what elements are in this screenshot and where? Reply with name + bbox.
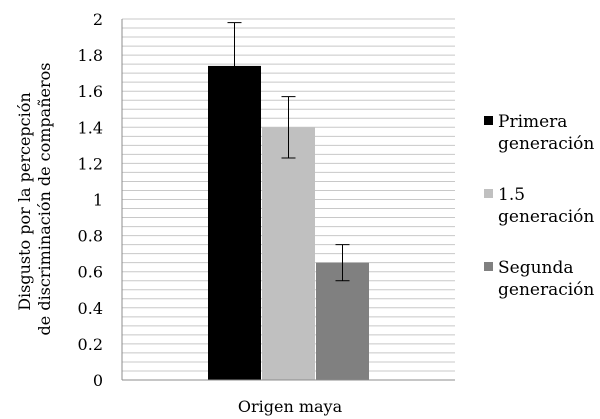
bar — [316, 262, 369, 380]
y-tick-label: 0 — [93, 371, 103, 390]
legend-swatch — [484, 262, 493, 271]
x-axis-title: Origen maya — [238, 397, 343, 416]
y-tick-label: 0.4 — [78, 299, 103, 318]
y-tick-label: 1.6 — [78, 82, 103, 101]
y-tick-labels: 0 0.2 0.4 0.6 0.8 1 1.2 1.4 1.6 1.8 2 — [78, 10, 103, 390]
bar — [208, 65, 261, 381]
legend-label: Segunda generación — [498, 258, 594, 300]
y-tick-label: 0.8 — [78, 227, 103, 246]
bar — [262, 127, 315, 380]
legend-label: 1.5 generación — [498, 185, 594, 227]
y-tick-label: 1 — [93, 191, 103, 210]
y-tick-label: 1.4 — [78, 118, 103, 137]
legend-swatch — [484, 189, 493, 198]
y-tick-label: 2 — [93, 10, 103, 29]
legend: Primera generación 1.5 generación Segunda gen… — [484, 112, 594, 300]
y-tick-label: 0.2 — [78, 335, 103, 354]
bars — [208, 65, 369, 381]
axes — [121, 19, 455, 381]
legend-label: Primera generación — [498, 112, 594, 154]
error-bars — [227, 22, 350, 282]
y-axis-title: Disgusto por la percepción de discrimina… — [15, 63, 54, 336]
y-axis-title-line-2: de discriminación de compañeros — [35, 63, 54, 336]
y-tick-label: 1.2 — [78, 154, 103, 173]
legend-swatch — [484, 116, 493, 125]
y-tick-label: 1.8 — [78, 46, 103, 65]
y-axis-title-line-1: Disgusto por la percepción — [15, 92, 34, 310]
y-tick-label: 0.6 — [78, 263, 103, 282]
